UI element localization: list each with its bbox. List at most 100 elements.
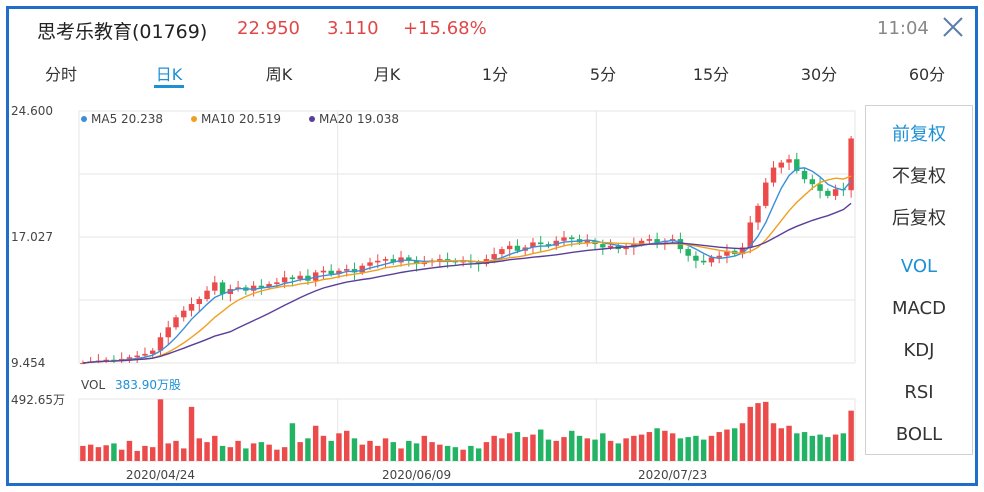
date-tick-label: 2020/07/23 xyxy=(638,468,707,482)
price-change-percent: +15.68% xyxy=(403,18,487,39)
volume-bar xyxy=(320,435,327,461)
stock-price: 22.950 xyxy=(237,18,300,39)
tab-4[interactable]: 1分 xyxy=(481,65,509,84)
volume-tick-label: 492.65万 xyxy=(11,393,65,407)
candle-body xyxy=(623,247,629,250)
candle-body xyxy=(367,262,373,266)
candle-body xyxy=(126,357,133,359)
volume-bar xyxy=(724,429,730,461)
candles xyxy=(80,135,854,365)
tab-3[interactable]: 月K xyxy=(373,65,401,84)
volume-bar xyxy=(250,443,257,461)
tab-6[interactable]: 15分 xyxy=(692,65,730,84)
candle-body xyxy=(181,310,187,318)
volume-bar xyxy=(196,438,202,461)
volume-bar xyxy=(475,448,482,461)
volume-bar xyxy=(553,440,559,461)
candle-body xyxy=(499,249,505,255)
volume-bar xyxy=(716,432,722,461)
candle-body xyxy=(103,359,109,361)
volume-bar xyxy=(491,435,497,461)
volume-bar xyxy=(80,445,86,461)
ma-legend-value: 20.238 xyxy=(121,112,163,126)
ma-legend-value: 19.038 xyxy=(357,112,399,126)
volume-bar xyxy=(638,434,645,461)
candle-body xyxy=(297,275,303,280)
candle-body xyxy=(569,237,575,240)
candle-body xyxy=(406,257,412,261)
volume-bar xyxy=(778,428,784,461)
side-option-1[interactable]: 不复权 xyxy=(892,166,946,187)
volume-bar xyxy=(274,449,280,461)
volume-bar xyxy=(150,447,156,461)
candle-body xyxy=(708,257,715,263)
volume-bar xyxy=(390,442,396,461)
candle-body xyxy=(320,270,327,273)
tab-5[interactable]: 5分 xyxy=(589,65,617,84)
volume-bar xyxy=(429,442,435,461)
tab-0[interactable]: 分时 xyxy=(44,65,78,84)
volume-bar xyxy=(437,444,443,461)
candle-body xyxy=(825,190,831,196)
tab-8[interactable]: 60分 xyxy=(908,65,946,84)
candle-body xyxy=(809,179,816,185)
tab-7[interactable]: 30分 xyxy=(800,65,838,84)
volume-bar xyxy=(530,434,536,461)
tab-2[interactable]: 周K xyxy=(265,65,293,84)
side-option-4[interactable]: MACD xyxy=(892,298,946,319)
volume-bar xyxy=(786,425,792,461)
volume-bar xyxy=(111,443,117,461)
candle-body xyxy=(786,159,792,163)
candle-body xyxy=(763,182,769,206)
volume-bar xyxy=(235,440,241,461)
volume-bar xyxy=(297,442,303,461)
ma-legend-label: MA20 xyxy=(319,112,353,126)
candle-body xyxy=(724,250,730,256)
candle-body xyxy=(584,240,590,243)
candle-body xyxy=(344,269,350,271)
ma10-line xyxy=(82,175,852,364)
candle-body xyxy=(281,277,288,283)
candle-body xyxy=(638,240,645,245)
volume-bar xyxy=(809,435,816,461)
side-option-5[interactable]: KDJ xyxy=(903,340,935,361)
candle-body xyxy=(80,363,86,365)
candle-body xyxy=(212,282,218,291)
candle-body xyxy=(778,162,784,168)
close-icon[interactable] xyxy=(939,13,967,41)
tab-1[interactable]: 日K xyxy=(155,65,183,84)
volume-label: VOL xyxy=(81,378,105,392)
volume-bar xyxy=(623,438,629,461)
volume-bar xyxy=(212,435,218,461)
volume-bar xyxy=(848,410,854,461)
side-option-2[interactable]: 后复权 xyxy=(892,208,946,229)
date-tick-label: 2020/06/09 xyxy=(382,468,451,482)
volume-bar xyxy=(118,449,125,461)
candle-body xyxy=(111,359,117,361)
side-option-7[interactable]: BOLL xyxy=(895,424,943,445)
candle-body xyxy=(545,244,552,246)
clock-time: 11:04 xyxy=(877,18,929,39)
volume-bar xyxy=(499,438,505,461)
side-option-3[interactable]: VOL xyxy=(900,256,938,277)
candle-body xyxy=(437,259,443,261)
candle-body xyxy=(157,337,164,351)
candle-body xyxy=(607,245,614,248)
price-change: 3.110 xyxy=(327,18,379,39)
volume-bar xyxy=(336,433,342,461)
volume-bar xyxy=(794,433,800,461)
volume-bar xyxy=(522,437,528,461)
volume-bar xyxy=(359,444,365,461)
period-tabs: 分时 日K 周K 月K 1分 5分 15分 30分 60分 xyxy=(9,55,975,95)
volume-bar xyxy=(538,429,544,461)
candle-body xyxy=(289,277,296,280)
candle-body xyxy=(142,353,148,356)
candle-body xyxy=(444,259,451,261)
side-option-6[interactable]: RSI xyxy=(904,382,934,403)
side-option-0[interactable]: 前复权 xyxy=(892,124,946,145)
app-frame: 思考乐教育(01769) 22.950 3.110 +15.68% 11:04 … xyxy=(6,6,978,486)
volume-bar xyxy=(817,434,823,461)
price-tick-label: 24.600 xyxy=(11,104,53,118)
price-tick-label: 9.454 xyxy=(11,356,45,370)
candle-body xyxy=(134,355,140,358)
